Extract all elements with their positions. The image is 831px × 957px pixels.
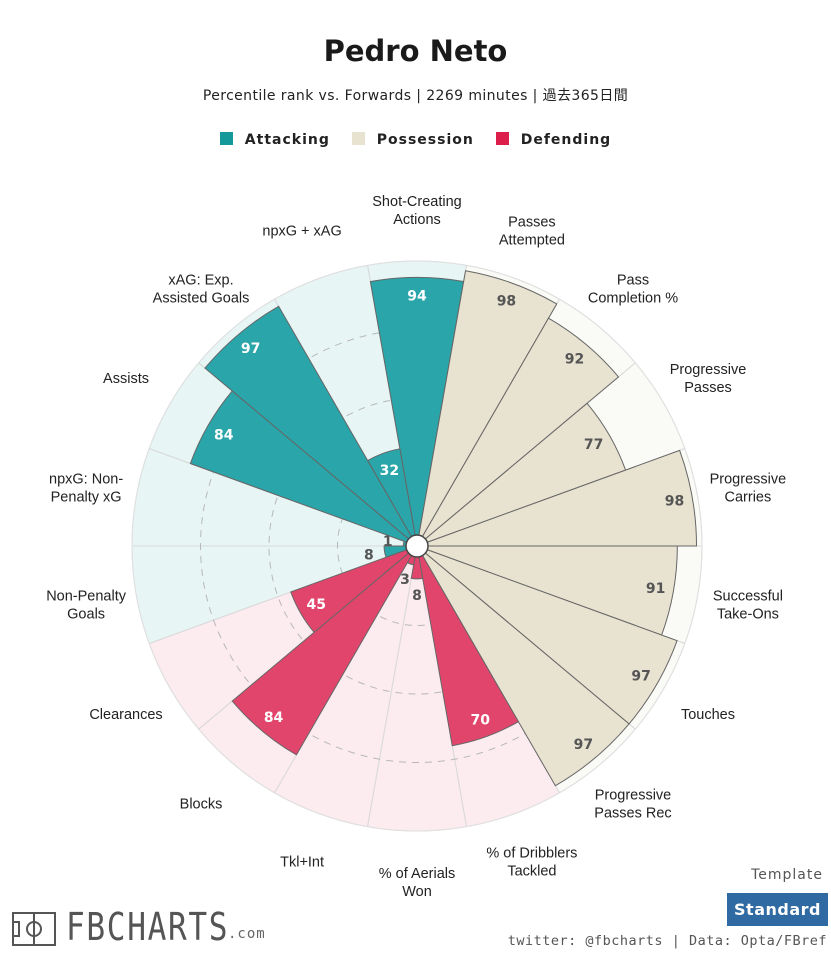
category-label-assists: Assists [103, 371, 149, 387]
template-label: Template [751, 867, 823, 883]
category-label-progressive-passes-rec: Progressive Passes Rec [594, 787, 671, 821]
chart-subtitle: Percentile rank vs. Forwards | 2269 minu… [202, 88, 629, 104]
legend-item-possession: Possession [351, 132, 474, 148]
value-label-npxg-non-penalty-xg: 1 [383, 534, 393, 550]
chart-title: Pedro Neto [323, 34, 508, 68]
category-label-xag-exp-assisted-goals: xAG: Exp. Assisted Goals [153, 273, 250, 307]
category-label-clearances: Clearances [89, 707, 162, 723]
category-label-npxg-non-penalty-xg: npxG: Non-Penalty xG [49, 472, 123, 506]
category-label-of-aerials-won: % of Aerials Won [379, 866, 456, 900]
value-label-of-dribblers-tackled: 70 [470, 713, 490, 729]
value-label-touches: 97 [631, 668, 650, 684]
value-label-passes-attempted: 98 [497, 293, 516, 309]
value-label-progressive-passes: 77 [584, 437, 603, 453]
category-label-non-penalty-goals: Non-Penalty Goals [46, 588, 127, 622]
value-label-successful-take-ons: 91 [646, 581, 665, 597]
legend-item-defending: Defending [495, 132, 612, 148]
legend-swatch-defending [495, 132, 509, 145]
outer-ring [131, 260, 703, 832]
value-label-npxg-xag: 32 [380, 463, 399, 479]
logo-text: FBCHARTS [66, 905, 230, 949]
value-label-xag-exp-assisted-goals: 97 [241, 341, 260, 357]
value-label-tkl-int: 3 [400, 572, 410, 588]
category-label-blocks: Blocks [180, 796, 223, 812]
legend-label-defending: Defending [520, 132, 612, 148]
legend-swatch-attacking [219, 132, 233, 145]
fbcharts-logo: FBCHARTS .com [12, 908, 265, 946]
category-label-of-dribblers-tackled: % of Dribblers Tackled [486, 846, 577, 880]
value-label-blocks: 84 [264, 710, 284, 726]
template-button[interactable]: Standard [727, 893, 828, 926]
value-label-non-penalty-goals: 8 [364, 547, 374, 563]
category-label-progressive-passes: Progressive Passes [670, 362, 747, 396]
legend-item-attacking: Attacking [219, 132, 330, 148]
category-label-npxg-xag: npxG + xAG [262, 223, 341, 239]
value-label-assists: 84 [214, 427, 234, 443]
logo-suffix: .com [228, 926, 266, 942]
category-label-tkl-int: Tkl+Int [280, 855, 324, 871]
legend-swatch-possession [351, 132, 365, 145]
value-label-shot-creating-actions: 94 [407, 288, 427, 304]
pitch-icon [12, 912, 56, 946]
category-label-pass-completion: Pass Completion % [588, 273, 678, 307]
category-label-passes-attempted: Passes Attempted [499, 214, 565, 248]
category-label-successful-take-ons: Successful Take-Ons [713, 588, 783, 622]
value-label-progressive-carries: 98 [665, 494, 684, 510]
legend-label-possession: Possession [376, 132, 474, 148]
legend-label-attacking: Attacking [244, 132, 330, 148]
category-label-progressive-carries: Progressive Carries [710, 472, 787, 506]
center-hole [405, 534, 429, 558]
value-label-pass-completion: 92 [565, 351, 584, 367]
category-label-touches: Touches [681, 707, 735, 723]
category-label-shot-creating-actions: Shot-Creating Actions [372, 194, 461, 228]
legend: Attacking Possession Defending [0, 132, 831, 148]
value-label-clearances: 45 [307, 597, 326, 613]
value-label-progressive-passes-rec: 97 [574, 737, 593, 753]
credit-text: twitter: @fbcharts | Data: Opta/FBref [507, 933, 827, 949]
value-label-of-aerials-won: 8 [412, 588, 422, 604]
